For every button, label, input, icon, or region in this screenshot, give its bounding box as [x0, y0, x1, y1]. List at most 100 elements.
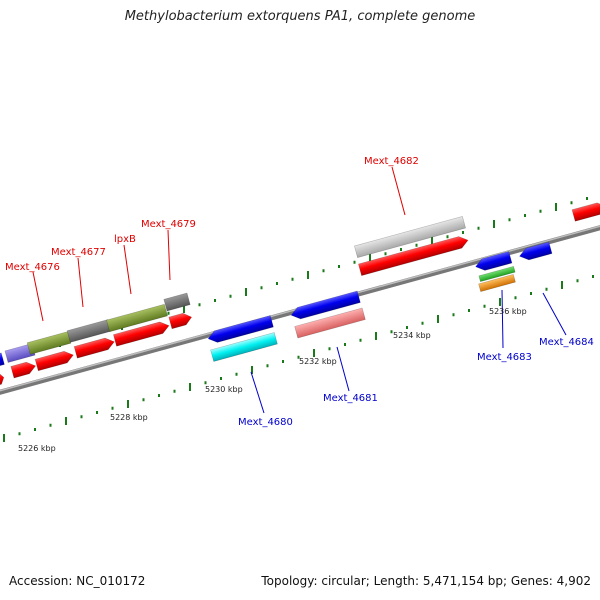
upper-scale-tick — [291, 277, 294, 281]
leader-mext-4677 — [77, 257, 84, 308]
gene-label-mext-4676: Mext_4676 — [5, 262, 60, 273]
gene-green-4683 — [478, 265, 516, 283]
upper-scale-tick — [400, 248, 402, 251]
kbp-label: 5236 kbp — [489, 307, 527, 316]
gene-label-mext-4684: Mext_4684 — [539, 337, 594, 348]
scale-ticks — [3, 197, 594, 442]
lower-scale-tick — [514, 296, 517, 300]
upper-scale-tick — [276, 282, 278, 285]
lower-scale-tick — [282, 360, 284, 363]
feature-gray-2 — [163, 292, 191, 312]
lower-scale-tick — [390, 330, 393, 334]
lower-scale-tick — [65, 417, 67, 425]
upper-scale-tick — [353, 260, 356, 264]
lower-scale-tick — [34, 428, 36, 431]
upper-scale-tick — [570, 201, 573, 205]
lower-scale-tick — [576, 279, 579, 283]
lower-scale-tick — [468, 309, 470, 312]
upper-scale-tick — [183, 305, 185, 313]
kbp-label: 5234 kbp — [393, 331, 431, 340]
lower-scale-tick — [96, 411, 98, 414]
lower-scale-tick — [251, 366, 253, 374]
upper-scale-tick — [338, 265, 340, 268]
topology-text: Topology: circular; Length: 5,471,154 bp… — [261, 574, 591, 588]
gene-red-4679 — [168, 312, 193, 330]
upper-scale-tick — [229, 294, 232, 298]
feature-olive-2 — [106, 303, 168, 333]
kbp-label: 5232 kbp — [299, 357, 337, 366]
upper-scale-tick — [508, 218, 511, 222]
gene-red-4677 — [73, 337, 115, 359]
kbp-label: 5230 kbp — [205, 385, 243, 394]
lower-scale-tick — [313, 349, 315, 357]
lower-scale-tick — [499, 298, 501, 306]
gene-blue-4681 — [290, 290, 361, 320]
gene-blue-4680 — [207, 315, 274, 343]
leader-mext-4676 — [32, 271, 44, 322]
upper-scale-tick — [555, 203, 557, 211]
gene-red-4682 — [358, 236, 469, 276]
leader-mext-4680 — [250, 371, 265, 414]
gene-label-mext-4679: Mext_4679 — [141, 219, 196, 230]
upper-scale-tick — [415, 243, 418, 247]
lower-scale-tick — [266, 364, 269, 368]
lower-scale-tick — [235, 372, 238, 376]
gene-orange-4683 — [478, 274, 516, 292]
upper-scale-tick — [539, 209, 542, 213]
lower-scale-tick — [111, 406, 114, 410]
gene-label-mext-4680: Mext_4680 — [238, 417, 293, 428]
upper-scale-tick — [167, 311, 170, 315]
lower-scale-tick — [80, 415, 83, 419]
kbp-labels: 5226 kbp 5228 kbp 5230 kbp 5232 kbp 5234 kbp… — [18, 307, 527, 453]
lower-scale-tick — [173, 389, 176, 393]
lower-scale-tick — [359, 338, 362, 342]
lower-scale-tick — [189, 383, 191, 391]
lower-scale-tick — [297, 355, 300, 359]
upper-scale-tick — [462, 231, 464, 234]
page-title: Methylobacterium extorquens PA1, complet… — [124, 9, 476, 24]
gene-red-lpxB — [113, 321, 170, 347]
upper-scale-tick — [477, 226, 480, 230]
upper-scale-tick — [493, 220, 495, 228]
lower-scale-tick — [127, 400, 129, 408]
leader-lpxB — [123, 244, 132, 295]
gene-red-4676 — [34, 350, 74, 372]
lower-scale-tick — [437, 315, 439, 323]
gene-red-edge-right — [571, 202, 600, 222]
accession-text: Accession: NC_010172 — [9, 574, 146, 588]
lower-scale-tick — [530, 292, 532, 295]
lower-scale-tick — [452, 313, 455, 317]
lower-scale-tick — [545, 287, 548, 291]
lower-scale-tick — [406, 326, 408, 329]
lower-scale-tick — [375, 332, 377, 340]
gene-label-mext-4681: Mext_4681 — [323, 393, 378, 404]
lower-scale-tick — [3, 434, 5, 442]
lower-scale-tick — [18, 432, 21, 436]
upper-scale-tick — [369, 254, 371, 262]
upper-scale-tick — [586, 197, 588, 200]
leader-mext-4681 — [336, 346, 350, 392]
gene-label-mext-4682: Mext_4682 — [364, 156, 419, 167]
lower-scale-tick — [592, 275, 594, 278]
lower-scale-tick — [220, 377, 222, 380]
lower-scale-tick — [561, 281, 563, 289]
gene-red-edge — [0, 372, 5, 387]
gene-pink-4681 — [294, 307, 366, 339]
lower-scale-tick — [421, 321, 424, 325]
label-leaders — [32, 166, 567, 414]
gene-red-small — [10, 361, 37, 379]
lower-scale-tick — [483, 304, 486, 308]
upper-scale-tick — [307, 271, 309, 279]
leader-mext-4683 — [501, 289, 504, 349]
upper-scale-tick — [198, 303, 201, 307]
gene-label-mext-4677: Mext_4677 — [51, 247, 106, 258]
lower-scale-tick — [344, 343, 346, 346]
feature-purple — [4, 343, 36, 363]
gene-cyan-4680 — [210, 332, 278, 362]
lower-scale-tick — [49, 423, 52, 427]
lower-scale-tick — [158, 394, 160, 397]
feature-olive-1 — [26, 331, 72, 355]
lower-scale-tick — [204, 381, 207, 385]
upper-scale-tick — [214, 299, 216, 302]
leader-mext-4684 — [542, 292, 567, 336]
